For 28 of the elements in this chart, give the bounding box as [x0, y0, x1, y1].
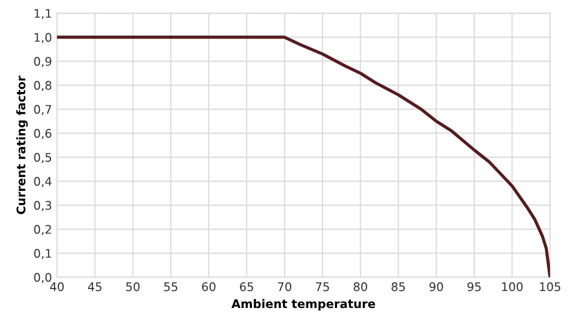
y-tick-label: 0,6	[34, 128, 52, 140]
x-tick-label: 55	[164, 282, 178, 292]
x-tick-label: 100	[502, 282, 523, 292]
y-tick-label: 0,9	[34, 56, 52, 68]
x-tick-label: 60	[202, 282, 216, 292]
y-tick-label: 0,4	[34, 176, 52, 188]
x-tick-label: 85	[392, 282, 405, 292]
x-tick-label: 80	[354, 282, 368, 292]
x-tick-label: 70	[278, 282, 292, 292]
x-tick-label: 65	[240, 282, 254, 292]
y-tick-label: 0,8	[34, 80, 52, 92]
y-tick-label: 0,7	[34, 104, 52, 116]
x-tick-label: 75	[316, 282, 329, 292]
x-axis-title: Ambient temperature	[231, 299, 376, 310]
x-tick-label: 105	[540, 282, 560, 292]
x-tick-label: 50	[126, 282, 140, 292]
y-tick-label: 1,1	[34, 9, 52, 20]
y-tick-label: 1,0	[34, 32, 52, 44]
x-tick-label: 90	[430, 282, 443, 292]
y-tick-label: 0,1	[34, 248, 52, 260]
x-tick-label: 40	[50, 282, 64, 292]
y-tick-label: 0,0	[34, 272, 52, 284]
x-tick-label: 95	[467, 282, 481, 292]
y-tick-label: 0,2	[34, 224, 51, 236]
y-tick-label: 0,5	[34, 152, 52, 164]
y-axis-title: Current rating factor	[16, 76, 28, 214]
x-tick-label: 45	[88, 282, 102, 292]
y-tick-label: 0,3	[34, 200, 52, 212]
